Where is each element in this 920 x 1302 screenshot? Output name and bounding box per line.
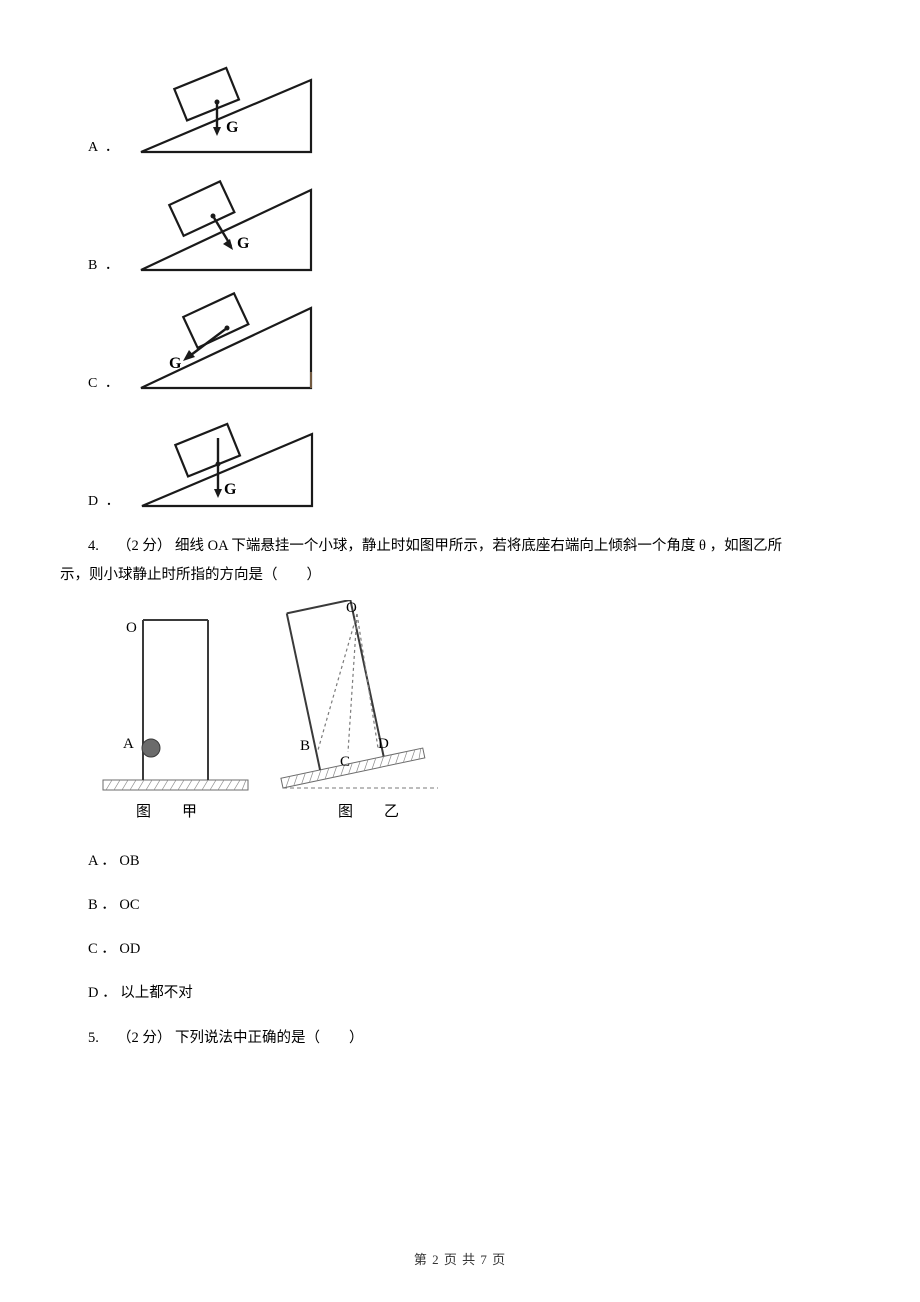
q5-text: 下列说法中正确的是（ ） bbox=[175, 1030, 364, 1046]
q4-option-d[interactable]: D ． 以上都不对 bbox=[88, 980, 840, 1006]
svg-text:G: G bbox=[224, 481, 237, 498]
question-5: 5. （2 分） 下列说法中正确的是（ ） bbox=[88, 1024, 840, 1053]
q3-option-d[interactable]: D ． G bbox=[88, 404, 840, 514]
incline-diagram-c: G bbox=[133, 286, 318, 396]
q4-number: 4. bbox=[88, 538, 99, 554]
q4-option-a[interactable]: A ． OB bbox=[88, 848, 840, 874]
option-label: C ． bbox=[88, 372, 121, 396]
svg-text:图 甲: 图 甲 bbox=[136, 803, 205, 820]
q4-option-b[interactable]: B ． OC bbox=[88, 892, 840, 918]
q5-points: （2 分） bbox=[117, 1030, 171, 1046]
incline-diagram-d: G bbox=[134, 404, 319, 514]
q4-text-1: 细线 OA 下端悬挂一个小球，静止时如图甲所示，若将底座右端向上倾斜一个角度 θ… bbox=[175, 538, 782, 554]
option-label: B ． bbox=[88, 254, 121, 278]
svg-text:D: D bbox=[378, 736, 389, 752]
option-label: A ． bbox=[88, 136, 121, 160]
q4-diagram: O A 图 甲 O bbox=[88, 600, 840, 830]
q5-number: 5. bbox=[88, 1030, 99, 1046]
question-4: 4. （2 分） 细线 OA 下端悬挂一个小球，静止时如图甲所示，若将底座右端向… bbox=[88, 532, 840, 590]
svg-text:图 乙: 图 乙 bbox=[338, 803, 407, 820]
incline-diagram-a: G bbox=[133, 50, 318, 160]
svg-text:G: G bbox=[226, 119, 239, 136]
q4-options: A ． OB B ． OC C ． OD D ． 以上都不对 bbox=[88, 848, 840, 1006]
svg-text:C: C bbox=[340, 754, 350, 770]
q4-text-2: 示，则小球静止时所指的方向是（ ） bbox=[60, 567, 321, 583]
option-label: D ． bbox=[88, 490, 122, 514]
q3-option-c[interactable]: C ． G bbox=[88, 286, 840, 396]
svg-text:B: B bbox=[300, 738, 310, 754]
svg-text:G: G bbox=[169, 355, 182, 372]
svg-text:O: O bbox=[346, 600, 357, 616]
svg-text:G: G bbox=[237, 235, 250, 252]
q3-option-b[interactable]: B ． G bbox=[88, 168, 840, 278]
incline-diagram-b: G bbox=[133, 168, 318, 278]
q4-points: （2 分） bbox=[117, 538, 171, 554]
q3-option-a[interactable]: A ． G bbox=[88, 50, 840, 160]
svg-text:O: O bbox=[126, 620, 137, 636]
q4-option-c[interactable]: C ． OD bbox=[88, 936, 840, 962]
page-footer: 第 2 页 共 7 页 bbox=[0, 1249, 920, 1268]
svg-text:A: A bbox=[123, 736, 134, 752]
